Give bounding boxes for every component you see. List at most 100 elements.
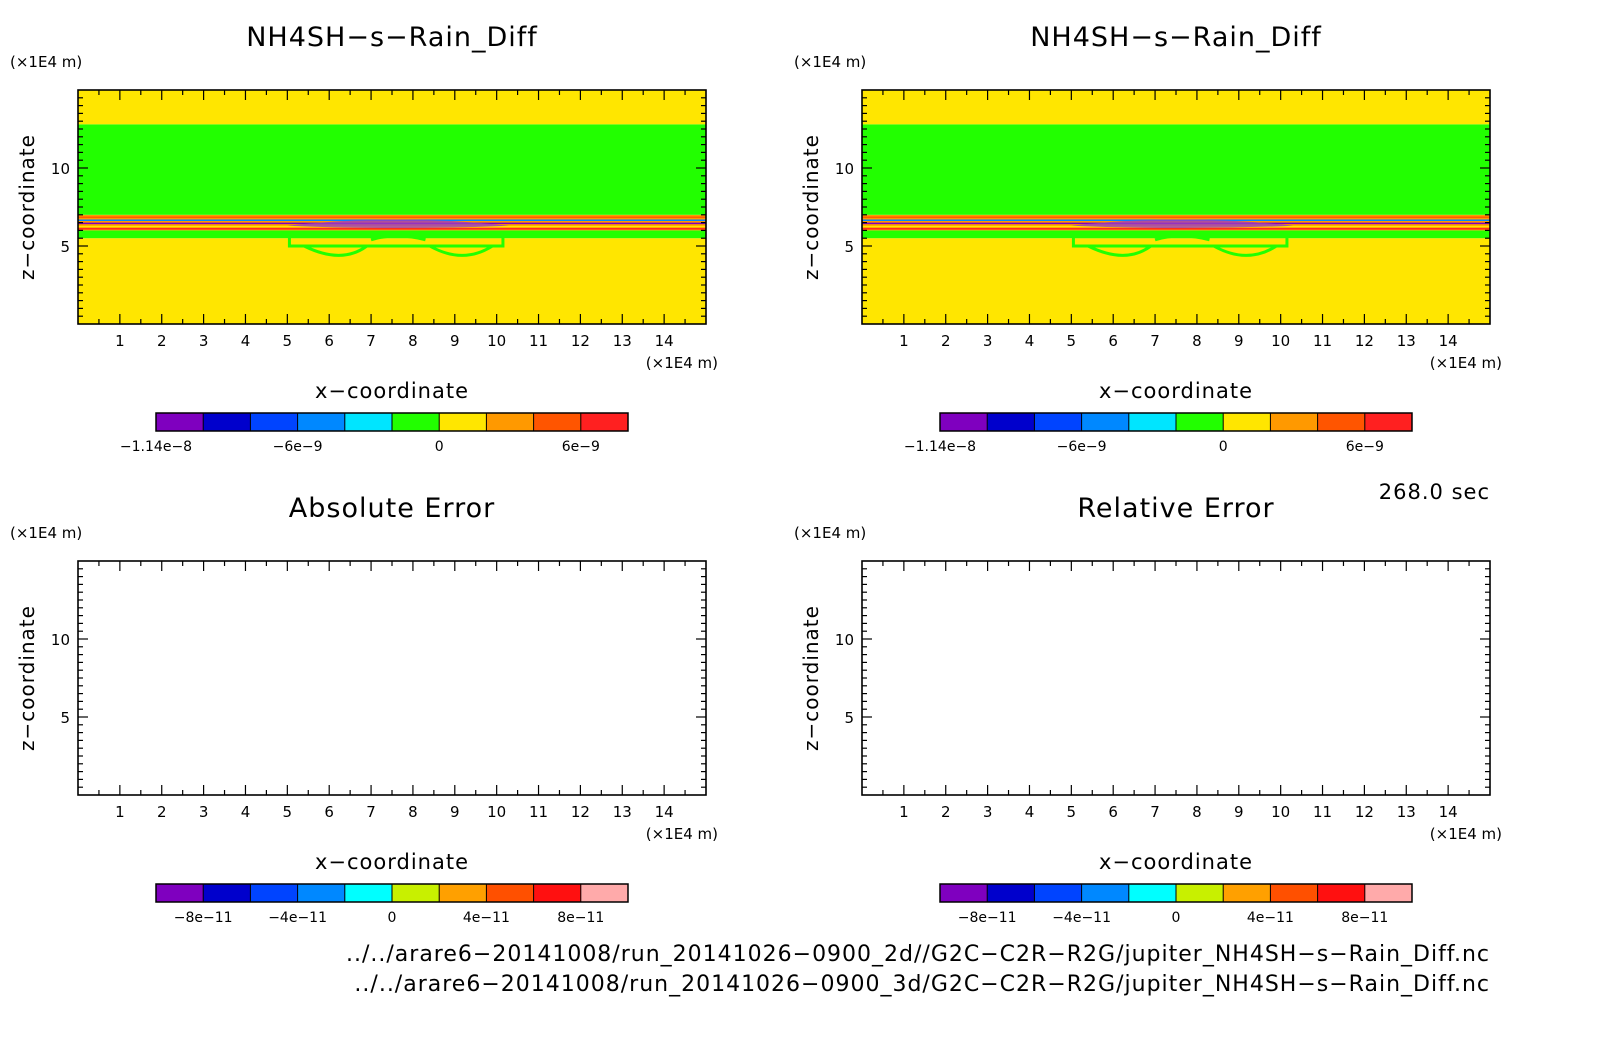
panel-2-fringe-box (1071, 235, 1289, 248)
panel-2-colorbar-swatch (1223, 413, 1271, 431)
panel-2-fringe-right (1212, 244, 1278, 257)
panel-3-colorbar-swatch (439, 884, 487, 902)
panel-3-xtick-label: 5 (283, 803, 293, 821)
panel-3-xtick-label: 8 (408, 803, 418, 821)
panel-1-colorbar-swatch (203, 413, 251, 431)
panel-3-xtick-label: 12 (571, 803, 590, 821)
panel-2-xtick-label: 9 (1234, 332, 1244, 350)
source-file-2: ../../arare6−20141008/run_20141026−0900_… (354, 972, 1490, 997)
panel-1-xtick-label: 14 (655, 332, 674, 350)
panel-3-y-label: z−coordinate (15, 605, 39, 751)
panel-2-colorbar-tick-label: −1.14e−8 (904, 439, 976, 455)
panel-2-field-band-1 (862, 230, 1490, 239)
panel-1-xtick-label: 7 (366, 332, 376, 350)
panel-4-xtick-label: 4 (1025, 803, 1035, 821)
panel-4-xtick-label: 10 (1271, 803, 1290, 821)
panel-1-xtick-label: 4 (241, 332, 251, 350)
panel-4-xtick-label: 9 (1234, 803, 1244, 821)
panel-2-y-unit: (×1E4 m) (794, 53, 866, 71)
panel-2-colorbar-tick-label: −6e−9 (1057, 439, 1107, 455)
panel-2-fringe-mid (1154, 234, 1210, 242)
panel-3-xtick-label: 2 (157, 803, 167, 821)
panel-4-ytick-label: 5 (844, 709, 854, 727)
panel-1-xtick-label: 9 (450, 332, 460, 350)
panel-4-frame (861, 560, 1491, 796)
panel-3-colorbar-tick-label: 0 (388, 910, 397, 926)
panel-2-xtick-label: 6 (1108, 332, 1118, 350)
panel-3-xtick-label: 6 (324, 803, 334, 821)
panel-1-field-band-4 (78, 90, 706, 125)
panel-1-xtick-label: 5 (283, 332, 293, 350)
panel-1-colorbar-swatch (250, 413, 299, 431)
panel-4-colorbar-swatch (1364, 884, 1413, 902)
panel-4-x-label: x−coordinate (1099, 850, 1253, 874)
time-label: 268.0 sec (1378, 480, 1490, 504)
panel-2-colorbar-swatch (1317, 413, 1366, 431)
panel-2-colorbar-swatch (1270, 413, 1319, 431)
panel-3-xtick-label: 9 (450, 803, 460, 821)
panel-3-frame (77, 560, 707, 796)
panel-3-xtick-label: 10 (487, 803, 506, 821)
panel-1-colorbar-tick-label: 0 (435, 439, 444, 455)
panel-2-colorbar-tick-label: 6e−9 (1346, 439, 1384, 455)
panel-4-xtick-label: 6 (1108, 803, 1118, 821)
panel-2-field-band-4 (862, 90, 1490, 125)
panel-1-xtick-label: 8 (408, 332, 418, 350)
panel-1-colorbar-tick-label: −1.14e−8 (120, 439, 192, 455)
panel-1-colorbar-swatch (439, 413, 487, 431)
panel-4-colorbar-swatch (1176, 884, 1224, 902)
panel-3-x-unit: (×1E4 m) (646, 825, 718, 843)
panel-3-xtick-label: 13 (613, 803, 632, 821)
panel-1-colorbar-swatch (344, 413, 393, 431)
panel-1-x-unit: (×1E4 m) (646, 354, 718, 372)
panel-4-xtick-label: 7 (1150, 803, 1160, 821)
panel-2-colorbar-swatch (1364, 413, 1413, 431)
panel-2-colorbar-swatch (940, 413, 988, 431)
panel-3-colorbar-swatch (580, 884, 629, 902)
panel-2-field-band-3 (862, 124, 1490, 215)
panel-2-colorbar-tick-label: 0 (1219, 439, 1228, 455)
panel-2-xtick-label: 3 (983, 332, 993, 350)
panel-1-colorbar-swatch (297, 413, 346, 431)
panel-1-fringe-left (303, 244, 368, 257)
panel-2-xtick-label: 1 (899, 332, 909, 350)
panel-2-field-band-0 (862, 238, 1490, 324)
panel-1-ytick-label: 10 (51, 160, 70, 178)
panel-3-ytick-label: 10 (51, 631, 70, 649)
panel-2-xtick-label: 4 (1025, 332, 1035, 350)
panel-3-xtick-label: 7 (366, 803, 376, 821)
panel-3-x-label: x−coordinate (315, 850, 469, 874)
panel-4-colorbar-swatch (1128, 884, 1177, 902)
source-file-1: ../../arare6−20141008/run_20141026−0900_… (346, 942, 1490, 967)
panel-4-x-unit: (×1E4 m) (1430, 825, 1502, 843)
panel-4-title: Relative Error (1077, 493, 1274, 524)
panel-3-colorbar-swatch (297, 884, 346, 902)
panel-4-colorbar-swatch (1223, 884, 1271, 902)
panel-2-fringe-left (1087, 244, 1152, 257)
panel-2-x-unit: (×1E4 m) (1430, 354, 1502, 372)
panel-1-xtick-label: 11 (529, 332, 548, 350)
panel-1-colorbar-swatch (486, 413, 535, 431)
panel-2-xtick-label: 13 (1397, 332, 1416, 350)
panel-1-field-band-1 (78, 230, 706, 239)
panel-3-colorbar-tick-label: −8e−11 (174, 910, 233, 926)
panel-1-colorbar-swatch (580, 413, 629, 431)
panel-1-title: NH4SH−s−Rain_Diff (246, 22, 538, 53)
panel-2-xtick-label: 2 (941, 332, 951, 350)
panel-3-xtick-label: 3 (199, 803, 209, 821)
panel-4-colorbar-tick-label: 8e−11 (1341, 910, 1388, 926)
panel-1-colorbar-swatch (392, 413, 440, 431)
panel-4-y-unit: (×1E4 m) (794, 524, 866, 542)
panel-1-fringe-mid (370, 234, 426, 242)
panel-3-xtick-label: 1 (115, 803, 125, 821)
panel-4-colorbar-swatch (1034, 884, 1083, 902)
panel-4-xtick-label: 14 (1439, 803, 1458, 821)
panel-2-xtick-label: 11 (1313, 332, 1332, 350)
panel-1-xtick-label: 2 (157, 332, 167, 350)
panel-3-colorbar-tick-label: 8e−11 (557, 910, 604, 926)
panel-1-colorbar-tick-label: −6e−9 (273, 439, 323, 455)
panel-1-colorbar-swatch (533, 413, 582, 431)
panel-3-colorbar-tick-label: 4e−11 (463, 910, 510, 926)
panel-4-xtick-label: 11 (1313, 803, 1332, 821)
